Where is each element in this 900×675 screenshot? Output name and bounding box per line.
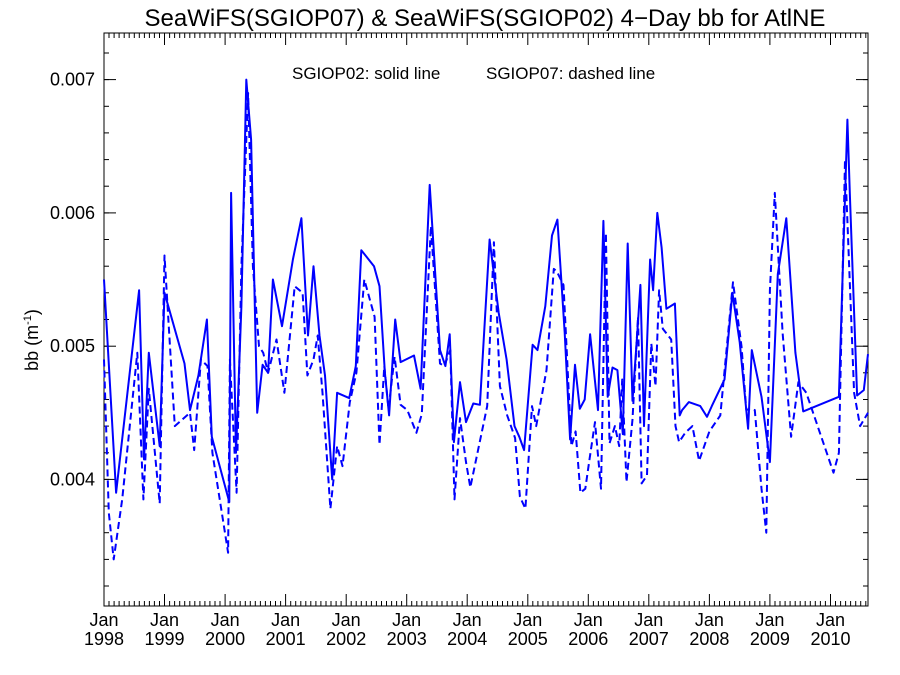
- y-axis-label-exponent: -1: [22, 315, 34, 325]
- x-tick-month: Jan: [755, 610, 784, 630]
- x-tick-year: 1998: [84, 629, 124, 649]
- y-tick-label: 0.006: [50, 203, 95, 223]
- x-tick-month: Jan: [695, 610, 724, 630]
- x-tick-year: 2007: [629, 629, 669, 649]
- x-tick-year: 2006: [568, 629, 608, 649]
- y-axis-label-close: ): [22, 309, 42, 315]
- x-tick-month: Jan: [634, 610, 663, 630]
- y-axis-label: bb (m-1): [22, 309, 42, 371]
- plot-frame: [103, 32, 869, 607]
- axes: 0.0040.0050.0060.007Jan1998Jan1999Jan200…: [50, 33, 868, 649]
- x-tick-month: Jan: [513, 610, 542, 630]
- x-tick-month: Jan: [453, 610, 482, 630]
- series-layer: [103, 78, 869, 561]
- x-tick-year: 2008: [689, 629, 729, 649]
- x-tick-month: Jan: [89, 610, 118, 630]
- series-dashed-line: [103, 92, 869, 561]
- x-tick-year: 2004: [447, 629, 487, 649]
- x-tick-month: Jan: [574, 610, 603, 630]
- x-tick-month: Jan: [150, 610, 179, 630]
- x-tick-year: 2009: [750, 629, 790, 649]
- x-tick-year: 2010: [810, 629, 850, 649]
- x-tick-year: 2005: [508, 629, 548, 649]
- x-tick-month: Jan: [271, 610, 300, 630]
- x-tick-month: Jan: [211, 610, 240, 630]
- y-tick-label: 0.007: [50, 70, 95, 90]
- x-tick-year: 2000: [205, 629, 245, 649]
- x-tick-year: 2001: [266, 629, 306, 649]
- x-tick-month: Jan: [816, 610, 845, 630]
- series-solid-line: [103, 78, 869, 504]
- y-tick-label: 0.004: [50, 469, 95, 489]
- x-tick-year: 2002: [326, 629, 366, 649]
- chart-title: SeaWiFS(SGIOP07) & SeaWiFS(SGIOP02) 4−Da…: [145, 5, 826, 32]
- y-axis-label-main: bb (m: [22, 325, 42, 371]
- x-tick-month: Jan: [392, 610, 421, 630]
- x-tick-year: 2003: [387, 629, 427, 649]
- y-tick-label: 0.005: [50, 336, 95, 356]
- x-tick-month: Jan: [332, 610, 361, 630]
- annotation-solid: SGIOP02: solid line: [292, 64, 440, 83]
- x-tick-year: 1999: [144, 629, 184, 649]
- annotation-dashed: SGIOP07: dashed line: [486, 64, 655, 83]
